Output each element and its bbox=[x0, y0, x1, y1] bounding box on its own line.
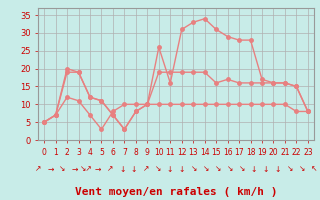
Text: ↘: ↘ bbox=[191, 164, 197, 173]
Text: ↗: ↗ bbox=[143, 164, 149, 173]
Text: ↓: ↓ bbox=[262, 164, 269, 173]
Text: ↘: ↘ bbox=[215, 164, 221, 173]
Text: ↗: ↗ bbox=[107, 164, 113, 173]
Text: ↓: ↓ bbox=[131, 164, 137, 173]
Text: ↘: ↘ bbox=[155, 164, 161, 173]
Text: ↓: ↓ bbox=[251, 164, 257, 173]
Text: ↓: ↓ bbox=[275, 164, 281, 173]
Text: ↓: ↓ bbox=[167, 164, 173, 173]
Text: ↖: ↖ bbox=[310, 164, 317, 173]
Text: ↘: ↘ bbox=[286, 164, 293, 173]
Text: ↘: ↘ bbox=[59, 164, 66, 173]
Text: ↓: ↓ bbox=[179, 164, 185, 173]
Text: Vent moyen/en rafales ( km/h ): Vent moyen/en rafales ( km/h ) bbox=[75, 187, 277, 197]
Text: ↗: ↗ bbox=[35, 164, 42, 173]
Text: →: → bbox=[47, 164, 53, 173]
Text: ↘: ↘ bbox=[299, 164, 305, 173]
Text: ↘: ↘ bbox=[239, 164, 245, 173]
Text: ↓: ↓ bbox=[119, 164, 125, 173]
Text: ↘: ↘ bbox=[203, 164, 209, 173]
Text: →: → bbox=[95, 164, 101, 173]
Text: ↘: ↘ bbox=[227, 164, 233, 173]
Text: ↘↗: ↘↗ bbox=[80, 164, 92, 173]
Text: →: → bbox=[71, 164, 77, 173]
